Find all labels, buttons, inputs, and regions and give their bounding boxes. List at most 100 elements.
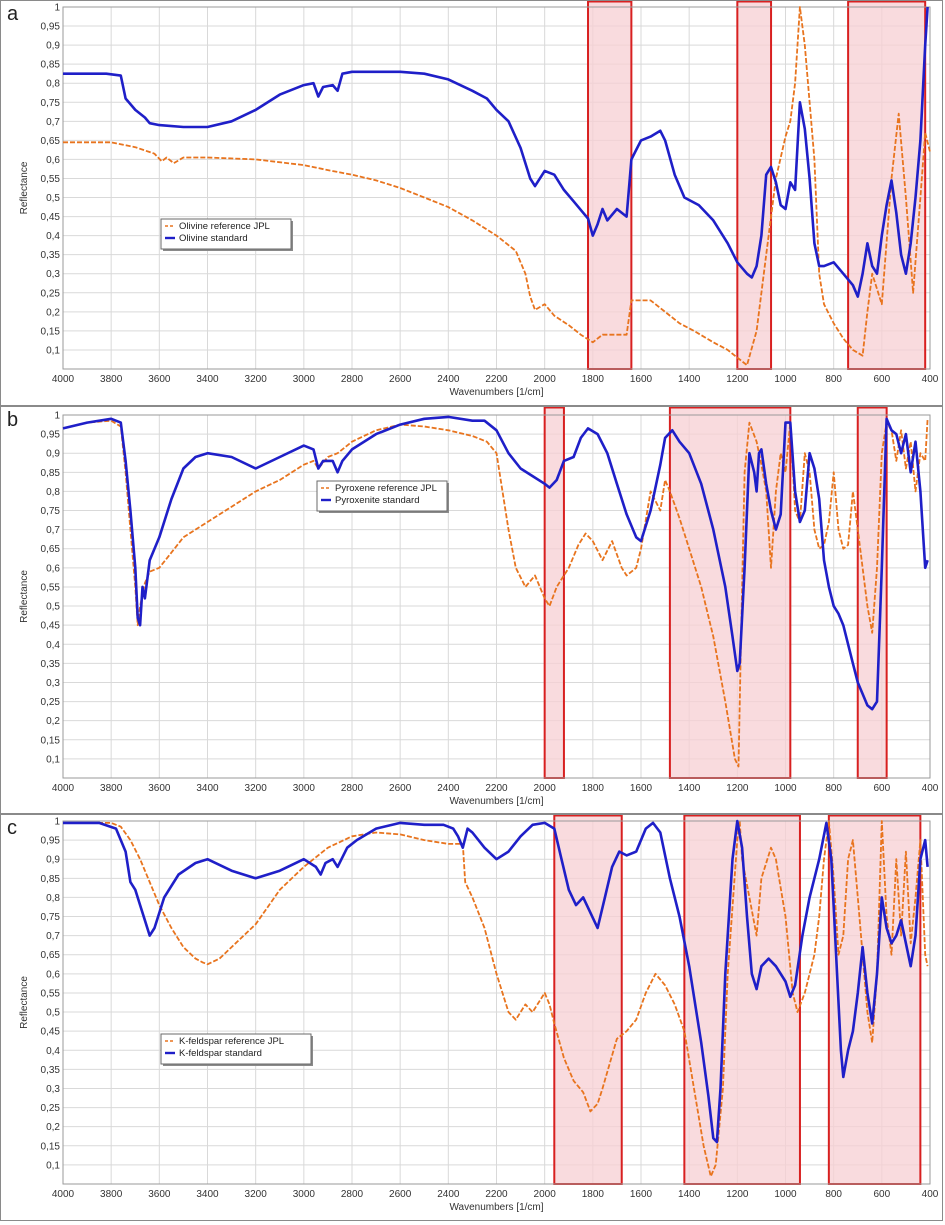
y-tick-labels: 1 0,95 0,9 0,85 0,8 0,75 0,7 0,65 0,6 0,55 0,5 0,45…	[41, 817, 61, 1172]
y-tick-label: 0,5	[46, 193, 60, 204]
y-tick-label: 0,8	[46, 79, 60, 90]
x-tick-label: 2200	[485, 374, 508, 385]
plot-frame	[62, 6, 931, 370]
kfeldspar-spectrum-chart: 4000 3800 3600 3400 3200 3000 2800 2600 2400 2200…	[19, 814, 939, 1213]
x-tick-label: 1200	[726, 1189, 749, 1200]
x-tick-label: 2400	[437, 783, 460, 794]
grid-lines	[62, 6, 931, 369]
x-tick-label: 3600	[148, 1189, 171, 1200]
x-tick-label: 2000	[534, 783, 557, 794]
y-tick-label: 1	[54, 817, 60, 828]
plot-frame	[62, 820, 931, 1185]
legend-entry-label: K-feldspar reference JPL	[179, 1036, 284, 1047]
y-tick-label: 0,3	[46, 678, 60, 689]
x-tick-label: 1000	[774, 783, 797, 794]
spectrum-panel-b: 4000 3800 3600 3400 3200 3000 2800 2600 2400 2200…	[0, 406, 943, 814]
x-tick-label: 3000	[293, 374, 316, 385]
y-tick-label: 0,95	[41, 836, 61, 847]
x-tick-label: 600	[873, 374, 890, 385]
series-line-standard	[63, 819, 929, 1144]
y-tick-label: 0,1	[46, 754, 60, 765]
y-tick-label: 0,4	[46, 640, 60, 651]
x-tick-label: 2800	[341, 374, 364, 385]
y-tick-label: 0,65	[41, 544, 61, 555]
x-tick-labels: 4000 3800 3600 3400 3200 3000 2800 2600 2400 2200…	[52, 374, 939, 385]
legend-entry-label: Pyroxenite standard	[335, 495, 420, 506]
x-tick-label: 3000	[293, 783, 316, 794]
y-tick-label: 0,15	[41, 326, 61, 337]
y-tick-label: 0,95	[41, 430, 61, 441]
y-tick-label: 0,4	[46, 1046, 60, 1057]
plot-frame	[62, 414, 931, 779]
y-tick-label: 0,2	[46, 307, 60, 318]
y-tick-label: 0,5	[46, 1008, 60, 1019]
x-tick-label: 2200	[485, 1189, 508, 1200]
x-tick-labels: 4000 3800 3600 3400 3200 3000 2800 2600 2400 2200…	[52, 783, 939, 794]
y-tick-labels: 1 0,95 0,9 0,85 0,8 0,75 0,7 0,65 0,6 0,55 0,5 0,45…	[41, 3, 61, 357]
y-tick-label: 0,7	[46, 117, 60, 128]
y-axis-title: Reflectance	[19, 570, 30, 623]
y-tick-label: 0,35	[41, 659, 61, 670]
x-tick-label: 800	[825, 1189, 842, 1200]
y-tick-label: 0,45	[41, 1027, 61, 1038]
x-tick-label: 800	[825, 374, 842, 385]
x-tick-label: 1200	[726, 783, 749, 794]
grid-lines	[62, 414, 931, 778]
y-tick-label: 0,55	[41, 582, 61, 593]
y-tick-label: 0,6	[46, 969, 60, 980]
x-tick-label: 1600	[630, 374, 653, 385]
x-tick-label: 3400	[196, 1189, 219, 1200]
highlight-region	[856, 406, 888, 779]
spectrum-panel-a: 4000 3800 3600 3400 3200 3000 2800 2600 2400 2200…	[0, 0, 943, 406]
x-tick-label: 2600	[389, 374, 412, 385]
y-tick-label: 0,55	[41, 988, 61, 999]
highlight-regions	[553, 814, 922, 1185]
x-tick-label: 1400	[678, 374, 701, 385]
legend-box	[160, 218, 292, 250]
y-tick-label: 0,7	[46, 931, 60, 942]
x-tick-label: 3600	[148, 374, 171, 385]
x-tick-label: 2600	[389, 783, 412, 794]
y-tick-label: 0,25	[41, 697, 61, 708]
y-tick-label: 0,7	[46, 525, 60, 536]
x-tick-label: 400	[922, 1189, 939, 1200]
legend-entry-label: Olivine reference JPL	[179, 221, 270, 232]
x-tick-label: 2400	[437, 1189, 460, 1200]
y-tick-label: 0,65	[41, 950, 61, 961]
y-tick-label: 0,55	[41, 174, 61, 185]
x-tick-label: 2200	[485, 783, 508, 794]
y-tick-label: 0,75	[41, 98, 61, 109]
y-tick-label: 0,15	[41, 735, 61, 746]
y-tick-label: 1	[54, 3, 60, 14]
olivine-spectrum-chart: 4000 3800 3600 3400 3200 3000 2800 2600 2400 2200…	[19, 0, 939, 398]
y-tick-label: 0,2	[46, 1122, 60, 1133]
x-tick-label: 1800	[582, 1189, 605, 1200]
series-line-reference	[63, 820, 929, 1178]
panel-label-b: b	[7, 409, 19, 431]
y-tick-labels: 1 0,95 0,9 0,85 0,8 0,75 0,7 0,65 0,6 0,55 0,5 0,45…	[41, 411, 61, 766]
x-tick-label: 600	[873, 1189, 890, 1200]
y-tick-label: 0,25	[41, 1103, 61, 1114]
highlight-region	[543, 406, 565, 779]
x-tick-label: 400	[922, 374, 939, 385]
x-tick-label: 4000	[52, 374, 75, 385]
x-tick-label: 2600	[389, 1189, 412, 1200]
series-line-reference	[63, 6, 931, 367]
x-tick-label: 1000	[774, 1189, 797, 1200]
y-tick-label: 0,1	[46, 1160, 60, 1171]
x-tick-label: 800	[825, 783, 842, 794]
y-tick-label: 0,95	[41, 22, 61, 33]
panel-label-c: c	[7, 817, 17, 839]
x-tick-label: 1000	[774, 374, 797, 385]
y-tick-label: 1	[54, 411, 60, 422]
legend-entry-label: K-feldspar standard	[179, 1048, 262, 1059]
x-tick-label: 1400	[678, 1189, 701, 1200]
x-tick-label: 3200	[245, 783, 268, 794]
x-tick-label: 3000	[293, 1189, 316, 1200]
x-axis-title: Wavenumbers [1/cm]	[449, 796, 543, 807]
y-axis-title: Reflectance	[19, 976, 30, 1029]
y-tick-label: 0,6	[46, 563, 60, 574]
highlight-region	[683, 814, 801, 1185]
